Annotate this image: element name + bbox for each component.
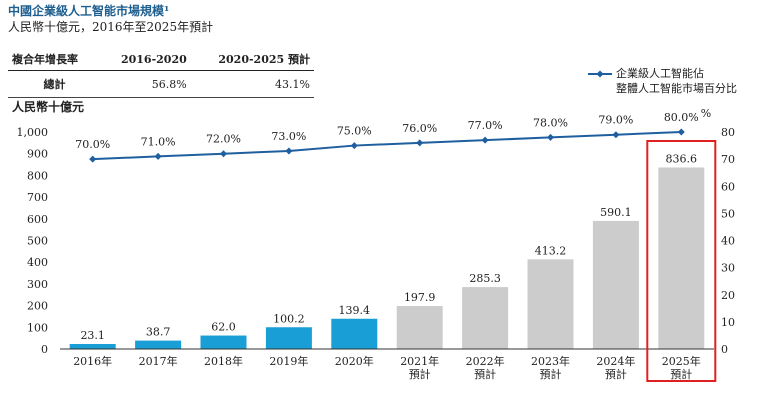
left-axis-tick-label: 500 [27, 235, 48, 248]
legend-line-marker [596, 70, 604, 78]
left-axis-tick-label: 0 [41, 343, 48, 356]
percentage-line-label: 73.0% [271, 130, 306, 143]
chart-title: 中國企業級人工智能市場規模¹ [8, 4, 170, 18]
bar-value-label: 197.9 [404, 291, 436, 304]
percentage-line-point [547, 133, 554, 141]
cagr-header-row: 複合年增長率 2016-2020 2020-2025 預計 [8, 48, 314, 71]
bar-value-label: 23.1 [80, 329, 105, 342]
right-axis-tick-label: 0 [721, 343, 728, 356]
chart-subtitle: 人民幣十億元，2016年至2025年預計 [8, 20, 214, 34]
x-axis-tick-label: 2018年 [204, 354, 243, 368]
percentage-line-point [220, 150, 227, 158]
right-axis-tick-label: 40 [721, 235, 735, 248]
right-axis-tick-label: 30 [721, 262, 735, 275]
cagr-header-2020-2025: 2020-2025 預計 [190, 48, 314, 71]
percentage-line-point [481, 136, 489, 144]
x-axis-tick-label: 預計 [670, 367, 692, 381]
percentage-line-label: 77.0% [468, 119, 503, 132]
bar [462, 287, 509, 349]
x-axis-tick-label: 預計 [474, 367, 496, 381]
percentage-line-label: 75.0% [337, 125, 372, 138]
bar [135, 340, 182, 349]
x-axis-tick-label: 預計 [409, 367, 431, 381]
percentage-line-label: 76.0% [402, 122, 437, 135]
x-axis-tick-label: 2017年 [139, 354, 178, 368]
right-axis-tick-label: 10 [721, 316, 735, 329]
cagr-header-label: 複合年增長率 [8, 48, 100, 71]
bar-value-label: 285.3 [469, 272, 501, 285]
percentage-line-point [416, 139, 424, 147]
right-axis-tick-label: 70 [721, 153, 735, 166]
cagr-value-2020-2025: 43.1% [190, 70, 314, 98]
x-axis-tick-label: 2016年 [73, 354, 112, 368]
percentage-line-point [612, 131, 620, 139]
right-axis-tick-label: 60 [721, 180, 735, 193]
legend-label: 企業級人工智能佔 [616, 66, 704, 80]
percentage-line-label: 70.0% [75, 138, 110, 151]
percentage-line-point [350, 142, 358, 150]
left-axis-tick-label: 300 [27, 278, 48, 291]
percentage-line-point [285, 147, 293, 155]
right-axis-title: % [701, 107, 711, 120]
bar [331, 318, 378, 349]
percentage-line-point [89, 155, 97, 163]
left-axis-tick-label: 1,000 [17, 126, 49, 139]
bar [200, 335, 247, 349]
left-axis-tick-label: 100 [27, 321, 48, 334]
left-axis-tick-label: 200 [27, 300, 48, 313]
percentage-line [92, 131, 682, 161]
x-axis-tick-label: 2020年 [335, 354, 374, 368]
highlight-box [646, 140, 717, 382]
legend-label: 整體人工智能市場百分比 [616, 81, 737, 95]
right-axis-tick-label: 20 [721, 289, 735, 302]
percentage-line-label: 80.0% [664, 111, 699, 124]
bar-value-label: 590.1 [600, 206, 632, 219]
x-axis-tick-label: 2021年 [400, 354, 439, 368]
bar-value-label: 62.0 [211, 321, 236, 334]
percentage-line-label: 72.0% [206, 133, 241, 146]
cagr-value-2016-2020: 56.8% [99, 70, 191, 98]
x-axis-tick-label: 2022年 [466, 354, 505, 368]
x-axis-tick-label: 2023年 [531, 354, 570, 368]
bar [658, 167, 705, 349]
percentage-line-label: 78.0% [533, 116, 568, 129]
bar-value-label: 413.2 [535, 244, 567, 257]
x-axis-tick-label: 預計 [540, 367, 562, 381]
bar-value-label: 100.2 [273, 312, 305, 325]
x-axis-tick-label: 2025年 [662, 354, 701, 368]
cagr-total-row: 總計 56.8% 43.1% [8, 70, 314, 98]
left-axis-tick-label: 400 [27, 256, 48, 269]
right-axis-tick-label: 80 [721, 126, 735, 139]
percentage-line-label: 71.0% [141, 135, 176, 148]
percentage-line-label: 79.0% [598, 114, 633, 127]
bar-value-label: 139.4 [339, 304, 371, 317]
right-axis-tick-label: 50 [721, 207, 735, 220]
bar [265, 327, 312, 349]
left-axis-tick-label: 600 [27, 213, 48, 226]
bar [69, 343, 116, 349]
cagr-table: 複合年增長率 2016-2020 2020-2025 預計 總計 56.8% 4… [8, 48, 314, 98]
bar-value-label: 836.6 [666, 152, 698, 165]
cagr-row-label: 總計 [8, 70, 100, 98]
cagr-header-2016-2020: 2016-2020 [99, 48, 191, 71]
left-axis-tick-label: 800 [27, 169, 48, 182]
x-axis-tick-label: 2024年 [596, 354, 635, 368]
percentage-line-point [154, 152, 162, 160]
left-axis-title: 人民幣十億元 [12, 99, 84, 114]
bar [592, 220, 639, 349]
x-axis-tick-label: 預計 [605, 367, 627, 381]
bar [527, 259, 574, 349]
left-axis-tick-label: 900 [27, 148, 48, 161]
percentage-line-point [677, 128, 685, 136]
left-axis-tick-label: 700 [27, 191, 48, 204]
x-axis-tick-label: 2019年 [269, 354, 308, 368]
bar [396, 306, 443, 349]
bar-value-label: 38.7 [146, 326, 171, 339]
